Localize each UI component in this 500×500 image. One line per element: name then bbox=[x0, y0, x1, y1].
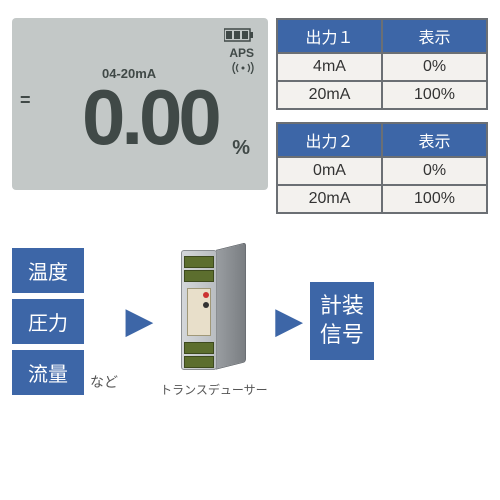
table-cell: 20mA bbox=[277, 81, 382, 109]
input-tag-temperature: 温度 bbox=[12, 248, 84, 293]
table-cell: 0% bbox=[382, 157, 487, 185]
transducer-label: トランスデューサー bbox=[160, 381, 268, 398]
table-header: 出力２ bbox=[277, 123, 382, 157]
table-row: 20mA 100% bbox=[277, 185, 487, 213]
table-header: 表示 bbox=[382, 19, 487, 53]
table-cell: 0mA bbox=[277, 157, 382, 185]
etc-label: など bbox=[90, 372, 118, 392]
output-signal-line1: 計装 bbox=[320, 293, 364, 318]
table-header: 表示 bbox=[382, 123, 487, 157]
table-header-row: 出力１ 表示 bbox=[277, 19, 487, 53]
table-cell: 0% bbox=[382, 53, 487, 81]
output-signal-line2: 信号 bbox=[320, 322, 364, 347]
output-table-2: 出力２ 表示 0mA 0% 20mA 100% bbox=[276, 122, 488, 214]
output-tables: 出力１ 表示 4mA 0% 20mA 100% 出力２ 表示 0mA 0% 20 bbox=[276, 18, 488, 214]
lcd-value: 0.00 bbox=[82, 72, 218, 163]
table-cell: 100% bbox=[382, 81, 487, 109]
table-row: 0mA 0% bbox=[277, 157, 487, 185]
top-section: APS = 04-20mA 0.00 % 出力１ 表示 4mA 0% bbox=[12, 18, 488, 214]
table-header: 出力１ bbox=[277, 19, 382, 53]
lcd-panel: APS = 04-20mA 0.00 % bbox=[12, 18, 268, 190]
lcd-status-text: APS bbox=[229, 46, 254, 60]
wireless-icon bbox=[230, 61, 256, 79]
table-cell: 20mA bbox=[277, 185, 382, 213]
lcd-unit: % bbox=[232, 137, 250, 160]
table-row: 20mA 100% bbox=[277, 81, 487, 109]
table-row: 4mA 0% bbox=[277, 53, 487, 81]
battery-icon bbox=[224, 28, 254, 47]
input-tag-list: 温度 圧力 流量 bbox=[12, 248, 84, 395]
input-tag-flow: 流量 bbox=[12, 350, 84, 395]
table-cell: 100% bbox=[382, 185, 487, 213]
table-header-row: 出力２ 表示 bbox=[277, 123, 487, 157]
lcd-signal-mark: = bbox=[20, 90, 29, 111]
bottom-section: 温度 圧力 流量 など ▶ トランスデューサー ▶ 計装 信号 bbox=[12, 244, 488, 398]
table-cell: 4mA bbox=[277, 53, 382, 81]
output-signal-tag: 計装 信号 bbox=[310, 282, 374, 359]
transducer: トランスデューサー bbox=[160, 244, 268, 398]
arrow-right-icon: ▶ bbox=[126, 301, 152, 341]
transducer-image bbox=[169, 244, 259, 379]
output-table-1: 出力１ 表示 4mA 0% 20mA 100% bbox=[276, 18, 488, 110]
arrow-right-icon: ▶ bbox=[276, 301, 302, 341]
input-tag-pressure: 圧力 bbox=[12, 299, 84, 344]
